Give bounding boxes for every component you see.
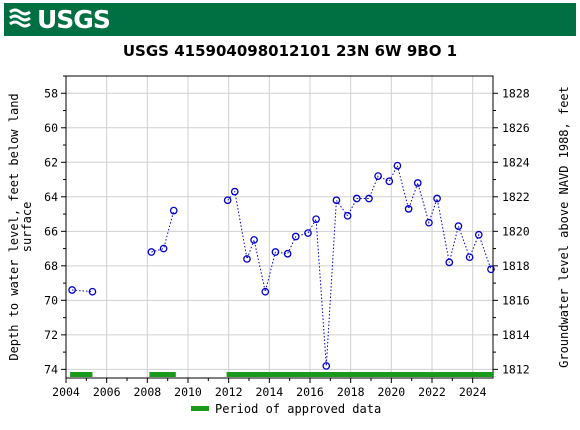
axis-labels: Depth to water level, feet below land sur…	[7, 86, 571, 368]
y-right-tick-label: 1824	[502, 155, 530, 169]
approved-periods	[70, 372, 493, 377]
data-point	[261, 287, 270, 296]
x-tick-label: 2016	[296, 385, 324, 399]
data-point	[332, 196, 341, 205]
y-right-axis-label: Groundwater level above NAVD 1988, feet	[557, 86, 571, 368]
x-tick-label: 2022	[418, 385, 446, 399]
data-point	[413, 179, 422, 187]
y-right-tick-label: 1826	[502, 121, 530, 135]
legend-label: Period of approved data	[215, 402, 381, 416]
data-point	[243, 255, 251, 263]
data-point	[465, 253, 474, 262]
usgs-banner: USGS	[0, 0, 580, 39]
data-point	[445, 258, 454, 267]
banner-bar	[4, 3, 576, 36]
y-right-tick-label: 1820	[502, 224, 530, 238]
x-tick-label: 2006	[93, 385, 121, 399]
x-tick-label: 2012	[215, 385, 243, 399]
y-left-tick-label: 64	[44, 190, 58, 204]
y-left-tick-label: 70	[44, 293, 58, 307]
x-tick-label: 2014	[255, 385, 283, 399]
data-point	[385, 177, 394, 186]
data-point	[352, 194, 361, 203]
x-tick-label: 2018	[337, 385, 365, 399]
approved-period-bar	[149, 372, 176, 377]
grid-lines	[65, 76, 493, 378]
y-left-tick-label: 72	[44, 328, 58, 342]
data-point	[404, 205, 413, 213]
data-point	[230, 187, 239, 196]
series-line-segment	[227, 164, 492, 366]
y-left-axis-label-line1: Depth to water level, feet below land	[7, 93, 21, 360]
y-left-tick-label: 62	[44, 155, 58, 169]
x-tick-label: 2008	[133, 385, 161, 399]
data-point	[250, 236, 258, 244]
data-point	[322, 362, 331, 370]
data-point	[365, 194, 373, 203]
data-point	[159, 244, 168, 253]
legend-swatch	[191, 406, 209, 411]
y-right-tick-label: 1818	[502, 259, 530, 273]
data-point	[487, 265, 495, 274]
data-point	[393, 161, 402, 170]
y-left-axis-label-line2: surface	[20, 202, 34, 253]
data-point	[88, 287, 97, 296]
data-point	[68, 286, 76, 294]
data-point	[312, 215, 320, 224]
data-point	[147, 248, 156, 256]
usgs-logo[interactable]: USGS	[8, 4, 111, 34]
x-tick-label: 2024	[459, 385, 487, 399]
plot-frame	[65, 75, 494, 379]
data-point	[454, 222, 463, 230]
data-point	[474, 230, 483, 239]
y-right-tick-label: 1812	[502, 362, 530, 376]
data-point	[343, 211, 352, 220]
data-point	[169, 206, 178, 215]
y-right-tick-label: 1828	[502, 86, 530, 100]
usgs-logo-text: USGS	[37, 4, 111, 34]
data-point	[291, 232, 300, 241]
y-left-tick-label: 74	[44, 362, 58, 376]
chart-title: USGS 415904098012101 23N 6W 9BO 1	[122, 42, 458, 60]
axis-ticks: 2004 2006 2008 2010 2012 2014 2016 2018 2020 2022…	[44, 75, 530, 399]
x-tick-label: 2020	[377, 385, 405, 399]
y-right-tick-label: 1822	[502, 190, 530, 204]
data-point	[271, 248, 280, 256]
data-point	[433, 194, 441, 203]
x-tick-label: 2010	[174, 385, 202, 399]
data-point	[304, 229, 312, 237]
x-tick-label: 2004	[52, 385, 80, 399]
y-right-tick-label: 1814	[502, 328, 530, 342]
data-point	[283, 249, 292, 258]
y-left-tick-label: 60	[44, 121, 58, 135]
data-point	[425, 218, 433, 227]
y-left-tick-label: 58	[44, 86, 58, 100]
data-point	[223, 196, 232, 205]
y-right-tick-label: 1816	[502, 293, 530, 307]
series-line-segment	[151, 210, 175, 253]
y-left-tick-label: 66	[44, 224, 58, 238]
y-left-tick-label: 68	[44, 259, 58, 273]
data-point	[374, 172, 382, 180]
data-series	[68, 161, 495, 370]
approved-period-bar	[226, 372, 493, 377]
approved-period-bar	[70, 372, 93, 377]
legend: Period of approved data	[191, 402, 381, 416]
usgs-wave-icon	[9, 8, 31, 28]
